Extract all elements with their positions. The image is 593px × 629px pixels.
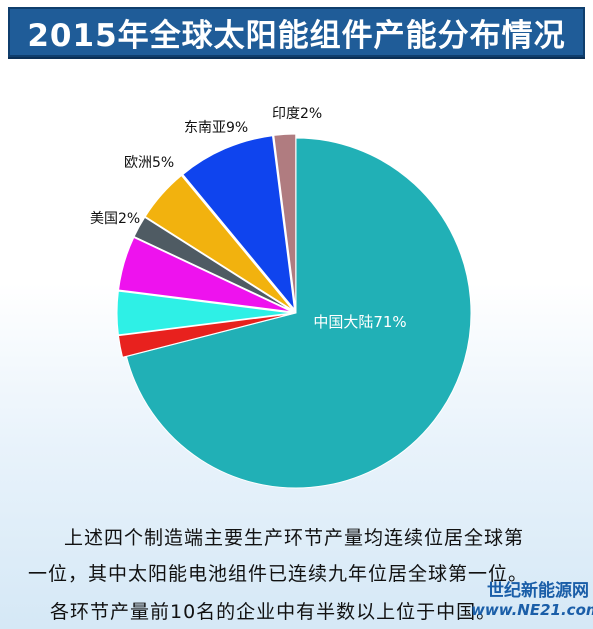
pie-slice <box>125 137 472 489</box>
watermark-name: 世纪新能源网 <box>487 581 589 601</box>
description-line-3: 各环节产量前10名的企业中有半数以上位于中国。 <box>50 601 497 623</box>
pie-slice <box>117 313 293 358</box>
description-line-1: 上述四个制造端主要生产环节产量均连续位居全球第 <box>64 527 525 549</box>
pie-slices <box>116 133 472 489</box>
pie-slice <box>116 290 293 336</box>
description-text: 上述四个制造端主要生产环节产量均连续位居全球第 一位，其中太阳能电池组件已连续九… <box>0 515 593 629</box>
pie-slice <box>144 174 294 311</box>
pie-slice <box>273 133 297 310</box>
pie-slice <box>133 216 293 312</box>
pie-slice <box>117 236 293 313</box>
pie-slice-label: 印度2% <box>272 106 322 122</box>
page-title: 2015年全球太阳能组件产能分布情况 <box>27 17 566 54</box>
watermark-url: www.NE21.com <box>471 601 593 619</box>
pie-slice-label: 中国大陆71% <box>313 313 406 331</box>
site-watermark: 世纪新能源网 www.NE21.com <box>471 576 593 624</box>
pie-chart: 中国大陆71% 美国2% 欧洲5% 东南亚9% 印度2% <box>90 106 472 489</box>
title-bar: 2015年全球太阳能组件产能分布情况 <box>0 0 593 70</box>
pie-labels: 中国大陆71% 美国2% 欧洲5% 东南亚9% 印度2% <box>90 106 407 331</box>
pie-slice-label: 美国2% <box>90 211 140 227</box>
pie-slice-label: 欧洲5% <box>124 155 174 171</box>
description-line-2: 一位，其中太阳能电池组件已连续九年位居全球第一位。 <box>28 563 529 585</box>
pie-slice-label: 东南亚9% <box>184 120 248 136</box>
title-banner: 2015年全球太阳能组件产能分布情况 <box>8 7 585 57</box>
pie-slice <box>182 135 296 311</box>
